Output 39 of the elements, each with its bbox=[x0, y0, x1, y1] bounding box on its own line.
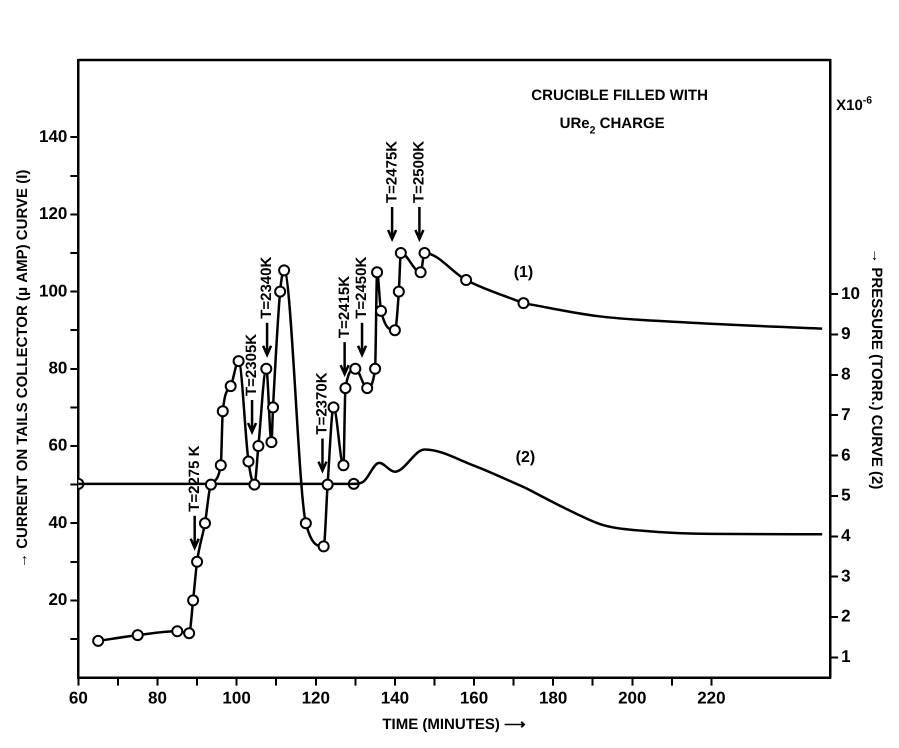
y2-tick-label: 2 bbox=[841, 606, 851, 626]
annotation: T=2450K bbox=[353, 256, 370, 319]
y2-tick-label: 6 bbox=[841, 445, 851, 464]
x-tick-label: 200 bbox=[618, 688, 646, 708]
y-tick-label: 60 bbox=[48, 436, 68, 455]
annotation: T=2370K bbox=[314, 372, 331, 435]
y-tick-label: 120 bbox=[38, 204, 68, 224]
y2-tick-label: 1 bbox=[841, 647, 851, 666]
series-label: (1) bbox=[514, 264, 534, 282]
y2-tick-label: 8 bbox=[841, 364, 851, 384]
x-tick-label: 160 bbox=[460, 688, 488, 708]
x-tick-label: 180 bbox=[538, 688, 568, 708]
annotation: T=2500K bbox=[410, 140, 428, 203]
y2-tick-label: 3 bbox=[841, 566, 851, 586]
y-tick-label: 100 bbox=[38, 281, 68, 300]
x-tick-label: 60 bbox=[68, 688, 88, 708]
annotation: T=2340K bbox=[258, 256, 276, 319]
series-label: (2) bbox=[516, 448, 536, 466]
annotation: T=2305K bbox=[243, 334, 260, 396]
y2-tick-label: 5 bbox=[841, 486, 851, 505]
x-tick-label: 140 bbox=[380, 688, 410, 708]
y2-tick-label: 10 bbox=[841, 284, 860, 303]
y-tick-label: 20 bbox=[48, 590, 68, 610]
annotation: T=2415K bbox=[336, 276, 353, 338]
x-axis-title: TIME (MINUTES) ⟶ bbox=[382, 716, 526, 734]
y2-tick-label: 4 bbox=[841, 526, 852, 546]
annotation: T=2475K bbox=[383, 140, 400, 203]
x-tick-label: 80 bbox=[148, 688, 167, 708]
x-tick-label: 220 bbox=[697, 688, 726, 708]
y-axis-title: → CURRENT ON TAILS COLLECTOR (μ AMP) CURVE (I) bbox=[14, 170, 32, 568]
y-tick-label: 140 bbox=[38, 126, 68, 146]
y2-tick-label: 9 bbox=[841, 324, 851, 344]
y2-tick-label: 7 bbox=[841, 404, 851, 424]
annotation: T=2275 K bbox=[186, 445, 203, 512]
x-tick-label: 120 bbox=[302, 688, 330, 708]
y-tick-label: 80 bbox=[48, 358, 68, 378]
y-tick-label: 40 bbox=[48, 512, 68, 532]
y2-axis-title: → PRESSURE (TORR.) CURVE (2) bbox=[868, 248, 885, 490]
x-tick-label: 100 bbox=[222, 688, 251, 708]
